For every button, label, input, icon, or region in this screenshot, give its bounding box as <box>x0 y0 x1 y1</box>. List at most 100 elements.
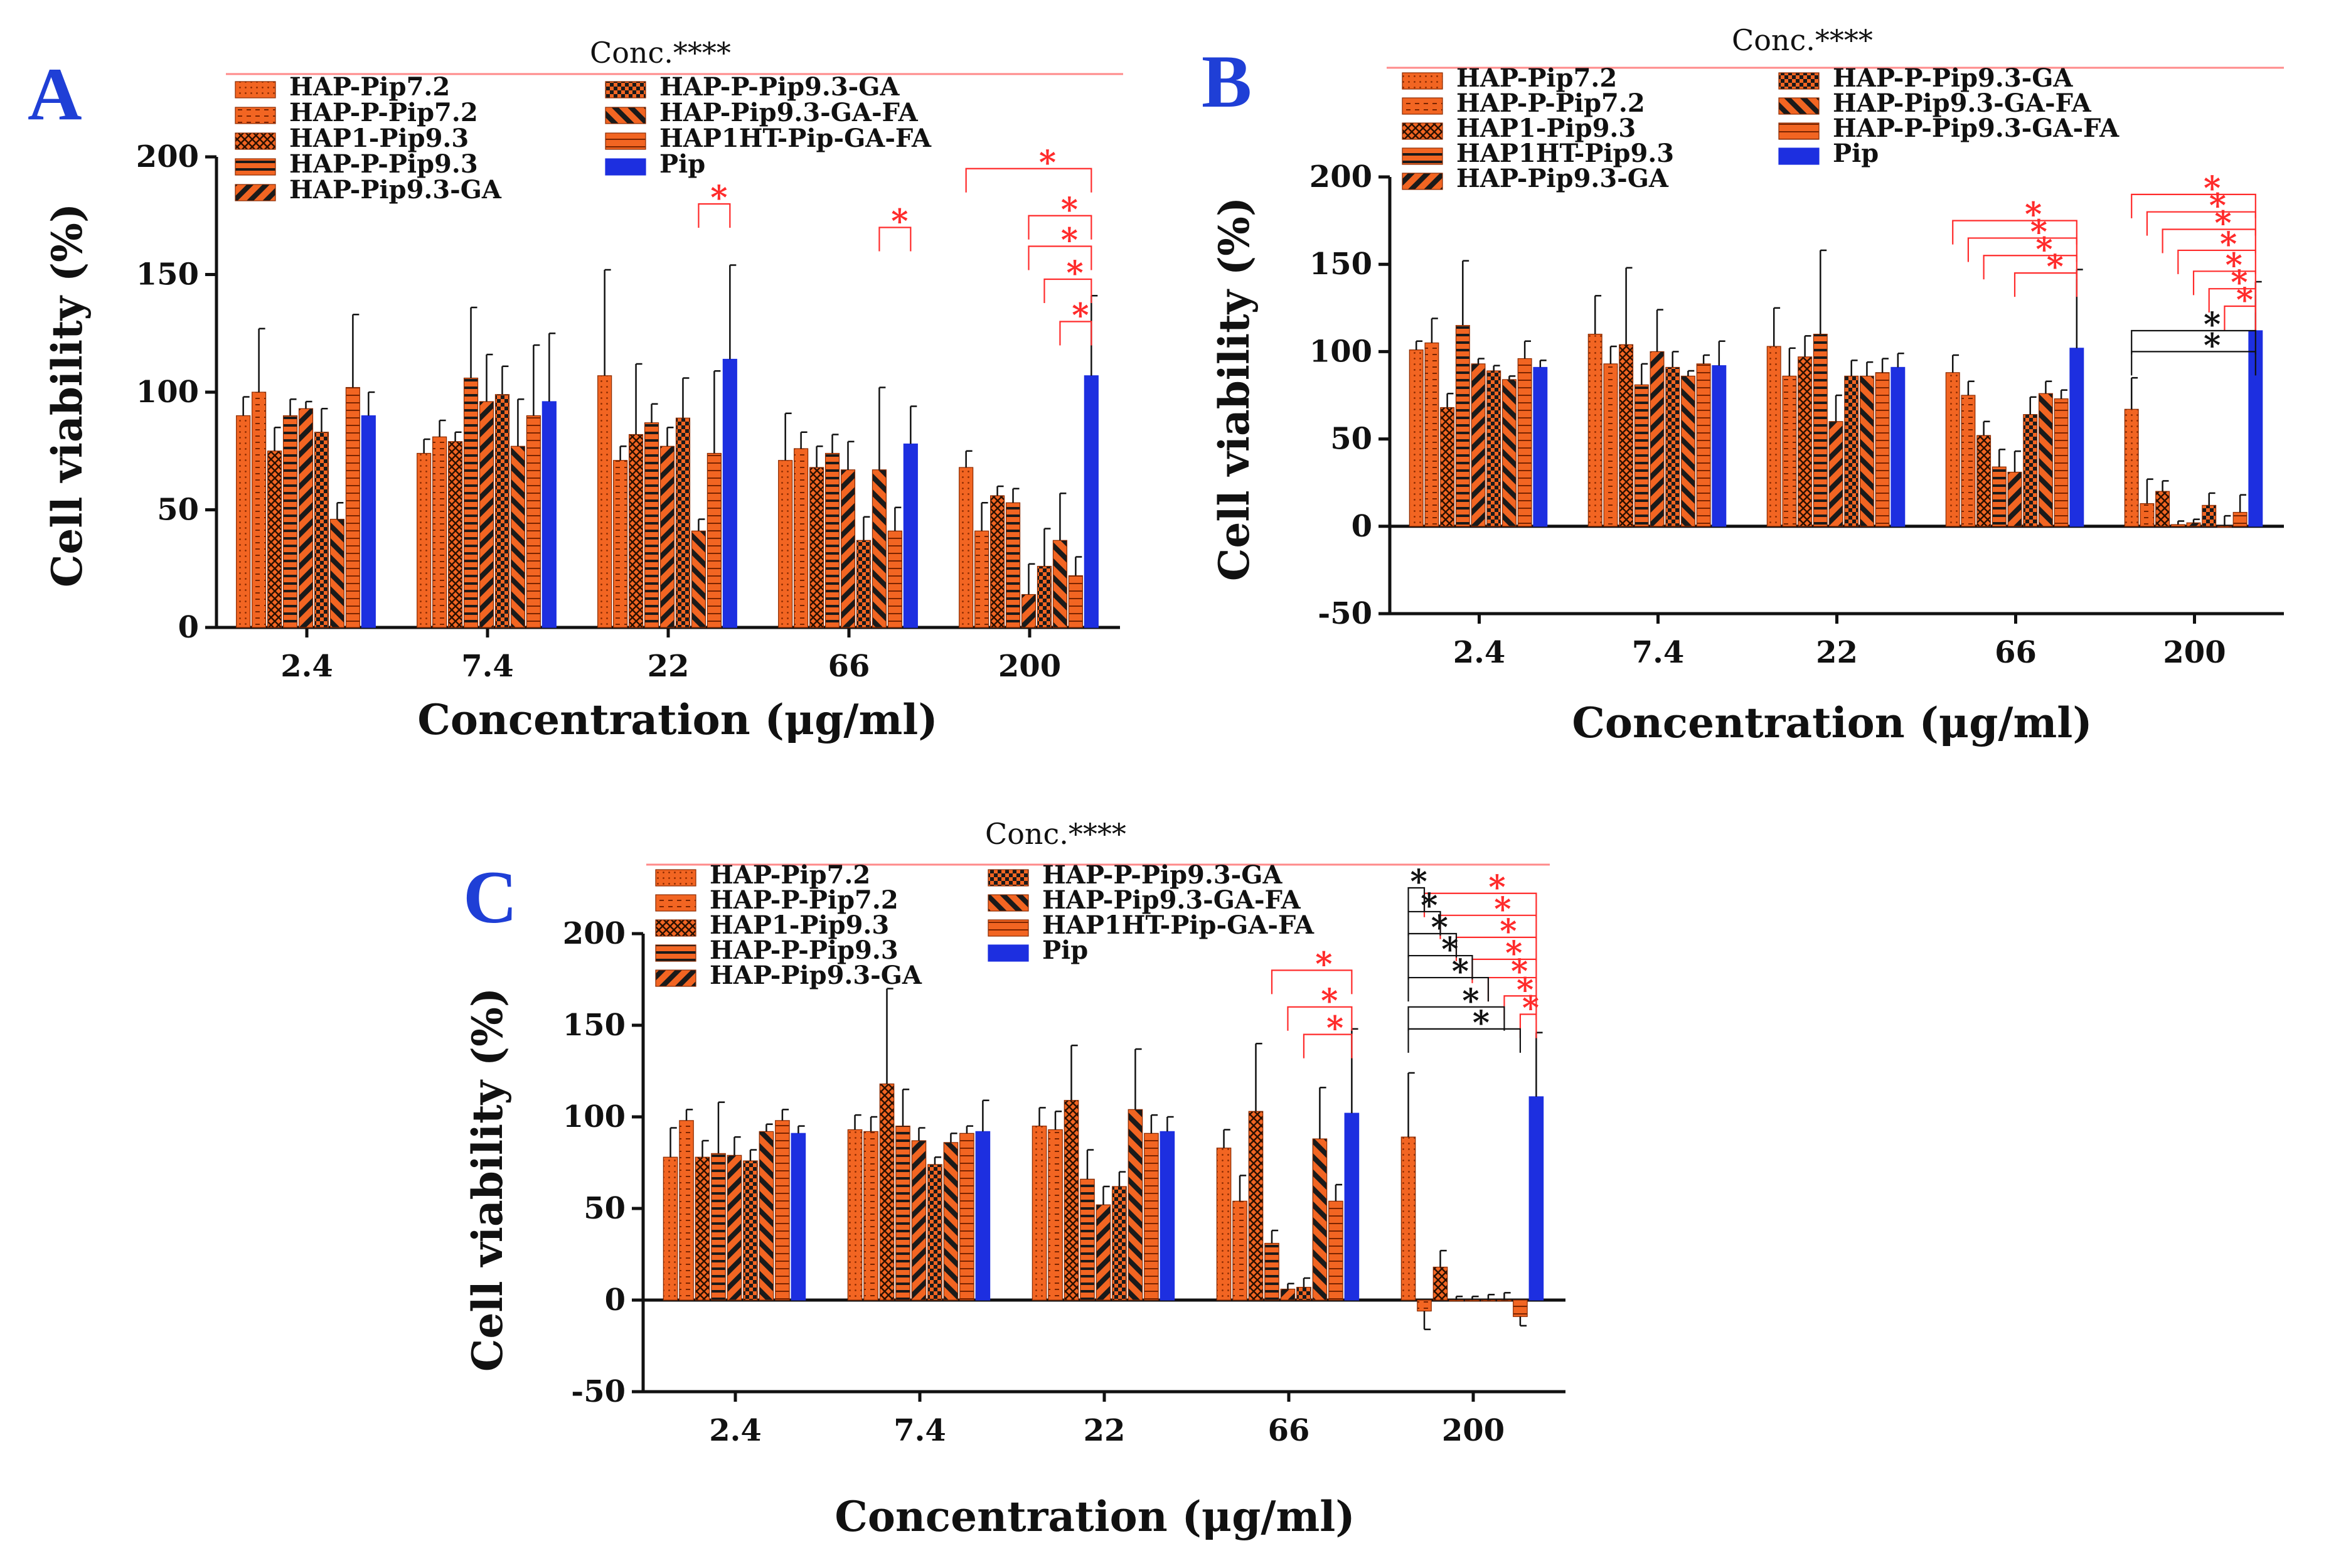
sig-bracket-b-9 <box>2208 288 2256 313</box>
sig-star-a-0: * <box>710 179 727 217</box>
bar-b-6-3 <box>2038 393 2053 527</box>
y-tick-label-c: 150 <box>563 1008 626 1043</box>
bar-c-6-4 <box>1496 1299 1512 1302</box>
xlabel-c: Concentration (μg/ml) <box>835 1492 1355 1541</box>
panel-letter-b: B <box>1202 40 1252 123</box>
bar-a-8-2 <box>722 358 737 628</box>
sig-star-a-1: * <box>891 203 908 241</box>
sig-star-c-8: * <box>1517 971 1533 1009</box>
legend-label-a-7: HAP1HT-Pip-GA-FA <box>659 124 932 153</box>
legend-swatch-b-7 <box>1778 122 1820 140</box>
bar-b-4-2 <box>1828 421 1843 527</box>
sig-star-c-13: * <box>1441 931 1458 969</box>
sig-bracket-c-16 <box>1407 1028 1522 1053</box>
bar-a-5-2 <box>675 417 691 628</box>
y-tick-label-c: 100 <box>563 1099 626 1134</box>
x-tick-label-c: 7.4 <box>893 1413 946 1448</box>
bar-b-7-0 <box>1517 358 1532 527</box>
sig-star-c-12: * <box>1431 909 1448 947</box>
legend-label-a-4: HAP-Pip9.3-GA <box>289 175 502 205</box>
sig-star-c-14: * <box>1452 952 1469 991</box>
bar-c-5-1 <box>927 1164 942 1301</box>
legend-swatch-a-7 <box>605 132 646 150</box>
bar-c-2-0 <box>695 1156 710 1301</box>
bar-c-1-2 <box>1048 1129 1063 1301</box>
bar-b-7-4 <box>2232 511 2248 527</box>
bar-a-1-3 <box>794 448 809 628</box>
sig-star-c-3: * <box>1488 868 1505 907</box>
legend-swatch-a-1 <box>235 107 276 124</box>
sig-star-a-4: * <box>1061 221 1078 260</box>
bar-a-5-0 <box>314 432 329 628</box>
legend-label-a-2: HAP1-Pip9.3 <box>289 124 469 153</box>
bar-a-3-4 <box>1005 502 1021 628</box>
sig-star-c-11: * <box>1421 887 1437 925</box>
bar-c-5-4 <box>1481 1299 1496 1302</box>
bar-c-0-0 <box>663 1156 678 1301</box>
legend-swatch-c-8 <box>988 944 1029 962</box>
sig-star-b-4: * <box>2204 169 2221 208</box>
sig-bracket-a-2 <box>965 168 1092 193</box>
sig-bracket-c-14 <box>1407 976 1490 1002</box>
legend-swatch-b-1 <box>1402 97 1443 115</box>
bar-c-7-3 <box>1328 1200 1343 1301</box>
bar-a-3-2 <box>644 422 659 628</box>
bar-b-3-2 <box>1813 333 1828 527</box>
sig-star-a-6: * <box>1072 297 1089 335</box>
bar-c-8-1 <box>975 1131 991 1301</box>
legend-c: HAP-Pip7.2HAP-P-Pip7.2HAP1-Pip9.3HAP-P-P… <box>655 860 1314 990</box>
y-tick-label-b: 150 <box>1309 247 1372 282</box>
sig-star-b-3: * <box>2047 248 2064 286</box>
sig-star-a-3: * <box>1061 191 1078 229</box>
sig-bracket-b-8 <box>2192 270 2256 296</box>
bar-a-1-2 <box>613 460 628 628</box>
legend-label-c-8: Pip <box>1042 936 1088 965</box>
legend-swatch-c-4 <box>655 969 696 987</box>
bar-a-0-2 <box>597 375 612 628</box>
panel-letter-c: C <box>463 855 518 939</box>
sig-bracket-a-0 <box>698 203 731 228</box>
legend-swatch-a-8 <box>605 158 646 176</box>
bar-c-5-2 <box>1112 1186 1127 1301</box>
bar-b-5-4 <box>2202 504 2217 527</box>
bar-a-1-0 <box>252 392 267 628</box>
bar-b-0-4 <box>2124 408 2139 527</box>
legend-swatch-c-0 <box>655 869 696 887</box>
bar-c-6-1 <box>943 1142 959 1301</box>
sig-star-c-2: * <box>1326 1010 1343 1048</box>
legend-swatch-a-6 <box>605 107 646 124</box>
x-tick-label-b: 22 <box>1816 635 1858 670</box>
bar-c-7-1 <box>959 1133 974 1301</box>
sig-star-b-8: * <box>2226 246 2242 284</box>
bar-a-5-4 <box>1037 565 1052 628</box>
bar-c-8-2 <box>1160 1131 1175 1301</box>
bar-b-1-1 <box>1603 363 1618 527</box>
bar-c-8-0 <box>791 1133 806 1301</box>
bar-a-6-1 <box>510 445 526 628</box>
bar-b-5-3 <box>2023 414 2038 527</box>
y-tick-label-b: 100 <box>1309 334 1372 369</box>
legend-swatch-b-4 <box>1402 173 1443 190</box>
legend-label-a-3: HAP-P-Pip9.3 <box>289 149 478 179</box>
legend-swatch-a-2 <box>235 132 276 150</box>
sig-bracket-b-0 <box>1952 220 2077 245</box>
sig-bracket-a-5 <box>1043 278 1092 303</box>
legend-swatch-c-1 <box>655 894 696 912</box>
x-tick-label-b: 200 <box>2163 635 2226 670</box>
bar-a-2-1 <box>447 441 463 628</box>
x-tick-label-a: 200 <box>998 649 1061 684</box>
legend-label-b-2: HAP1-Pip9.3 <box>1456 114 1636 143</box>
bar-a-0-0 <box>236 415 251 628</box>
bar-a-1-4 <box>974 530 989 628</box>
bar-c-7-2 <box>1144 1133 1159 1301</box>
legend-swatch-a-0 <box>235 81 276 99</box>
legend-swatch-a-5 <box>605 81 646 99</box>
bar-a-4-2 <box>659 445 675 628</box>
sig-bracket-a-1 <box>878 227 912 252</box>
bar-b-1-2 <box>1782 375 1797 527</box>
bar-a-6-2 <box>691 530 707 628</box>
legend-label-b-7: HAP-P-Pip9.3-GA-FA <box>1833 114 2120 143</box>
bar-b-8-3 <box>2069 348 2084 527</box>
y-tick-label-a: 50 <box>157 493 199 528</box>
legend-label-b-8: Pip <box>1833 139 1879 168</box>
